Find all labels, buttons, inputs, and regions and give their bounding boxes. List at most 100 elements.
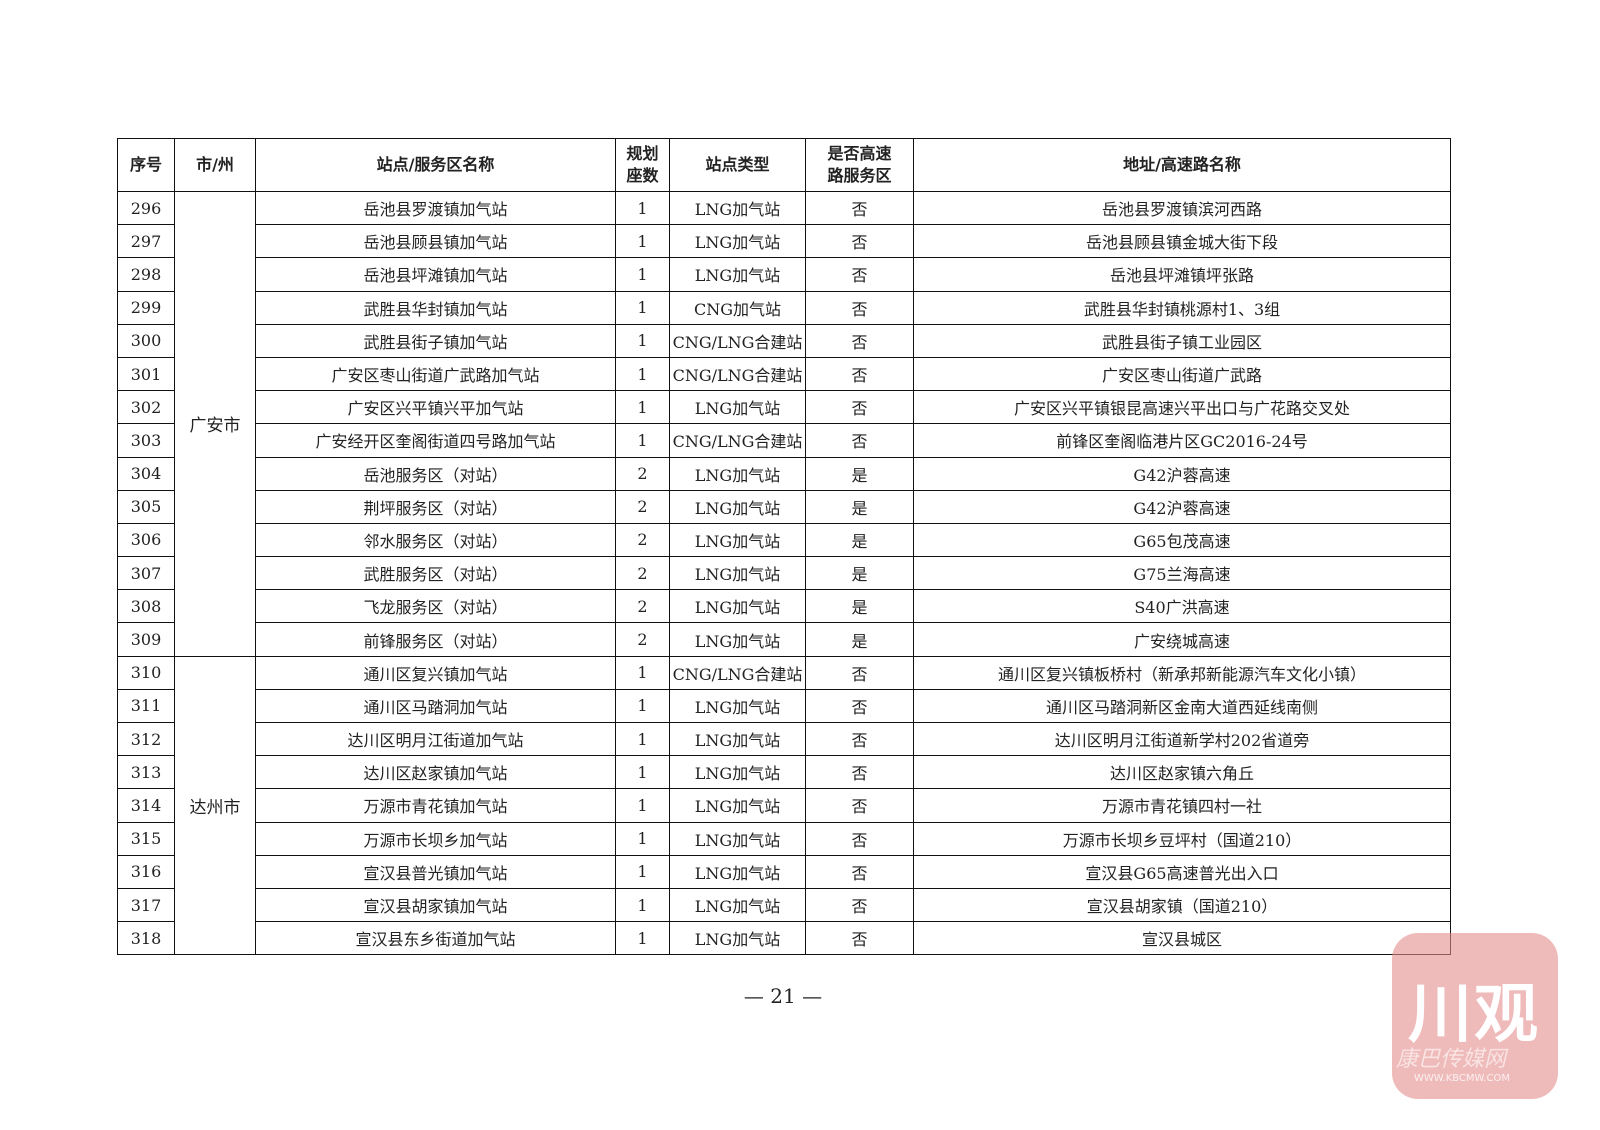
cell-index: 299 bbox=[117, 290, 175, 325]
watermark-url: WWW.KBCMW.COM bbox=[1414, 1073, 1510, 1084]
cell-index: 316 bbox=[117, 854, 175, 889]
cell-station-name: 武胜服务区（对站） bbox=[255, 556, 616, 591]
table-row: 301 广安区枣山街道广武路加气站 1 CNG/LNG合建站否广安区枣山街道广武路 bbox=[117, 356, 1451, 392]
cell-highway: 否 bbox=[805, 224, 914, 259]
cell-type: LNG加气站 bbox=[669, 489, 806, 524]
table-row: 312 达川区明月江街道加气站 1 LNG加气站否达川区明月江街道新学村202省道旁 bbox=[117, 721, 1451, 757]
cell-type: LNG加气站 bbox=[669, 190, 806, 226]
cell-address: 前锋区奎阁临港片区GC2016-24号 bbox=[913, 423, 1451, 458]
cell-type: LNG加气站 bbox=[669, 224, 806, 259]
cell-address: 达川区明月江街道新学村202省道旁 bbox=[913, 721, 1451, 757]
cell-address: 通川区马踏洞新区金南大道西延线南侧 bbox=[913, 688, 1451, 724]
cell-highway: 是 bbox=[805, 622, 914, 657]
cell-city: 广安市 bbox=[174, 191, 256, 657]
cell-seats: 2 bbox=[615, 522, 670, 558]
table-row: 317 宣汉县胡家镇加气站 1 LNG加气站否宣汉县胡家镇（国道210） bbox=[117, 887, 1451, 923]
cell-seats: 2 bbox=[615, 589, 670, 624]
cell-address: G75兰海高速 bbox=[913, 556, 1451, 591]
cell-station-name: 达川区赵家镇加气站 bbox=[255, 755, 616, 790]
cell-seats: 1 bbox=[615, 854, 670, 889]
cell-type: LNG加气站 bbox=[669, 821, 806, 856]
cell-type: CNG/LNG合建站 bbox=[669, 323, 806, 358]
cell-highway: 否 bbox=[805, 688, 914, 724]
cell-highway: 是 bbox=[805, 522, 914, 558]
cell-type: LNG加气站 bbox=[669, 788, 806, 823]
cell-seats: 2 bbox=[615, 456, 670, 491]
cell-type: LNG加气站 bbox=[669, 390, 806, 425]
cell-seats: 1 bbox=[615, 290, 670, 325]
cell-station-name: 通川区马踏洞加气站 bbox=[255, 688, 616, 724]
table-row: 311 通川区马踏洞加气站 1 LNG加气站否通川区马踏洞新区金南大道西延线南侧 bbox=[117, 688, 1451, 724]
cell-seats: 1 bbox=[615, 688, 670, 724]
cell-station-name: 荆坪服务区（对站） bbox=[255, 489, 616, 524]
page-number: — 21 — bbox=[743, 984, 823, 1008]
cell-type: LNG加气站 bbox=[669, 522, 806, 558]
cell-type: LNG加气站 bbox=[669, 854, 806, 889]
header-type: 站点类型 bbox=[669, 138, 806, 192]
cell-type: LNG加气站 bbox=[669, 887, 806, 923]
cell-type: LNG加气站 bbox=[669, 921, 806, 956]
station-table: 序号 市/州 站点/服务区名称 规划座数 站点类型 是否高速 路服务区 地址/高速… bbox=[117, 138, 1451, 956]
cell-station-name: 武胜县街子镇加气站 bbox=[255, 323, 616, 358]
table-header-row: 序号 市/州 站点/服务区名称 规划座数 站点类型 是否高速 路服务区 地址/高速… bbox=[117, 138, 1451, 192]
cell-type: CNG/LNG合建站 bbox=[669, 423, 806, 458]
header-seats: 规划座数 bbox=[615, 138, 670, 192]
cell-highway: 是 bbox=[805, 489, 914, 524]
cell-highway: 否 bbox=[805, 887, 914, 923]
cell-address: 广安区兴平镇银昆高速兴平出口与广花路交叉处 bbox=[913, 390, 1451, 425]
cell-type: LNG加气站 bbox=[669, 589, 806, 624]
cell-station-name: 岳池县罗渡镇加气站 bbox=[255, 190, 616, 226]
cell-index: 315 bbox=[117, 821, 175, 856]
cell-station-name: 万源市长坝乡加气站 bbox=[255, 821, 616, 856]
cell-index: 312 bbox=[117, 721, 175, 757]
cell-address: 岳池县顾县镇金城大街下段 bbox=[913, 224, 1451, 259]
cell-index: 314 bbox=[117, 788, 175, 823]
table-row: 296 广安市 岳池县罗渡镇加气站 1 LNG加气站否岳池县罗渡镇滨河西路 bbox=[117, 190, 1451, 657]
cell-station-name: 广安区兴平镇兴平加气站 bbox=[255, 390, 616, 425]
cell-index: 307 bbox=[117, 556, 175, 591]
cell-type: CNG/LNG合建站 bbox=[669, 655, 806, 690]
watermark-site-name: 康巴传媒网 bbox=[1396, 1047, 1507, 1072]
cell-station-name: 宣汉县东乡街道加气站 bbox=[255, 921, 616, 956]
header-city: 市/州 bbox=[174, 138, 256, 192]
cell-seats: 1 bbox=[615, 224, 670, 259]
header-index: 序号 bbox=[117, 138, 175, 192]
cell-address: 宣汉县G65高速普光出入口 bbox=[913, 854, 1451, 889]
header-highway-line2: 路服务区 bbox=[827, 166, 892, 185]
cell-seats: 1 bbox=[615, 821, 670, 856]
cell-index: 298 bbox=[117, 257, 175, 292]
cell-type: LNG加气站 bbox=[669, 257, 806, 292]
cell-address: 武胜县华封镇桃源村1、3组 bbox=[913, 290, 1451, 325]
cell-highway: 否 bbox=[805, 788, 914, 823]
cell-address: 宣汉县胡家镇（国道210） bbox=[913, 887, 1451, 923]
cell-highway: 否 bbox=[805, 390, 914, 425]
cell-index: 308 bbox=[117, 589, 175, 624]
cell-address: G42沪蓉高速 bbox=[913, 489, 1451, 524]
table-row: 309 前锋服务区（对站） 2 LNG加气站是广安绕城高速 bbox=[117, 622, 1451, 657]
cell-address: S40广洪高速 bbox=[913, 589, 1451, 624]
cell-highway: 是 bbox=[805, 589, 914, 624]
cell-index: 303 bbox=[117, 423, 175, 458]
cell-address: 广安区枣山街道广武路 bbox=[913, 356, 1451, 392]
cell-station-name: 岳池服务区（对站） bbox=[255, 456, 616, 491]
cell-station-name: 武胜县华封镇加气站 bbox=[255, 290, 616, 325]
cell-address: 万源市长坝乡豆坪村（国道210） bbox=[913, 821, 1451, 856]
cell-index: 300 bbox=[117, 323, 175, 358]
cell-index: 306 bbox=[117, 522, 175, 558]
table-row: 318 宣汉县东乡街道加气站 1 LNG加气站否宣汉县城区 bbox=[117, 921, 1451, 956]
cell-address: 武胜县街子镇工业园区 bbox=[913, 323, 1451, 358]
table-row: 308 飞龙服务区（对站） 2 LNG加气站是 S40广洪高速 bbox=[117, 589, 1451, 624]
cell-station-name: 飞龙服务区（对站） bbox=[255, 589, 616, 624]
cell-seats: 1 bbox=[615, 190, 670, 226]
cell-index: 296 bbox=[117, 190, 175, 226]
cell-station-name: 广安区枣山街道广武路加气站 bbox=[255, 356, 616, 392]
cell-highway: 否 bbox=[805, 190, 914, 226]
cell-seats: 1 bbox=[615, 356, 670, 392]
cell-type: LNG加气站 bbox=[669, 622, 806, 657]
table-row: 300 武胜县街子镇加气站 1 CNG/LNG合建站否武胜县街子镇工业园区 bbox=[117, 323, 1451, 358]
cell-type: LNG加气站 bbox=[669, 721, 806, 757]
cell-station-name: 宣汉县胡家镇加气站 bbox=[255, 887, 616, 923]
cell-index: 311 bbox=[117, 688, 175, 724]
cell-address: G65包茂高速 bbox=[913, 522, 1451, 558]
cell-highway: 否 bbox=[805, 356, 914, 392]
